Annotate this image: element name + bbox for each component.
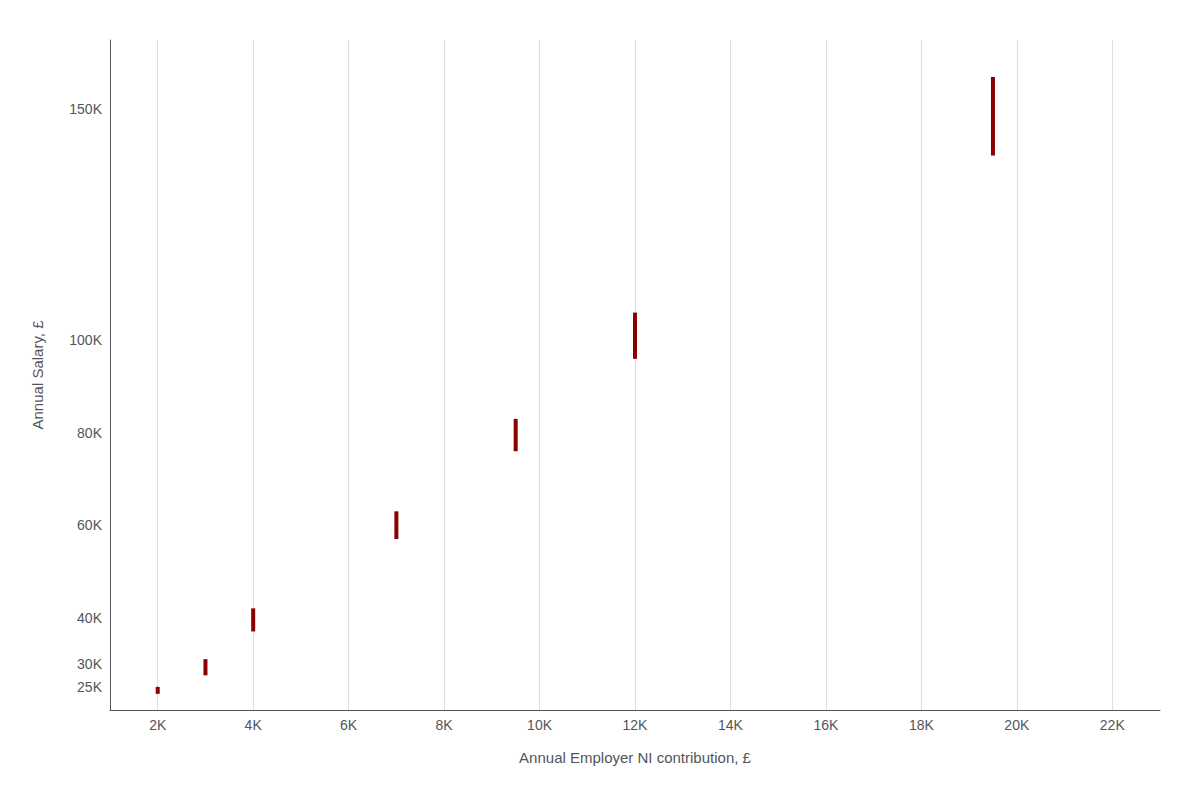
- svg-text:25K: 25K: [77, 679, 103, 695]
- svg-text:80K: 80K: [77, 425, 103, 441]
- svg-text:16K: 16K: [813, 717, 839, 733]
- svg-text:4K: 4K: [245, 717, 263, 733]
- svg-text:10K: 10K: [527, 717, 553, 733]
- svg-text:Annual Employer NI contributio: Annual Employer NI contribution, £: [519, 749, 751, 766]
- svg-text:2K: 2K: [149, 717, 167, 733]
- svg-text:18K: 18K: [909, 717, 935, 733]
- svg-text:100K: 100K: [69, 332, 102, 348]
- svg-text:8K: 8K: [436, 717, 454, 733]
- svg-text:20K: 20K: [1004, 717, 1030, 733]
- svg-text:14K: 14K: [718, 717, 744, 733]
- svg-text:30K: 30K: [77, 656, 103, 672]
- svg-text:22K: 22K: [1100, 717, 1126, 733]
- svg-text:150K: 150K: [69, 101, 102, 117]
- svg-text:60K: 60K: [77, 517, 103, 533]
- svg-text:12K: 12K: [623, 717, 649, 733]
- svg-text:Annual Salary, £: Annual Salary, £: [29, 320, 46, 430]
- svg-text:6K: 6K: [340, 717, 358, 733]
- svg-text:40K: 40K: [77, 610, 103, 626]
